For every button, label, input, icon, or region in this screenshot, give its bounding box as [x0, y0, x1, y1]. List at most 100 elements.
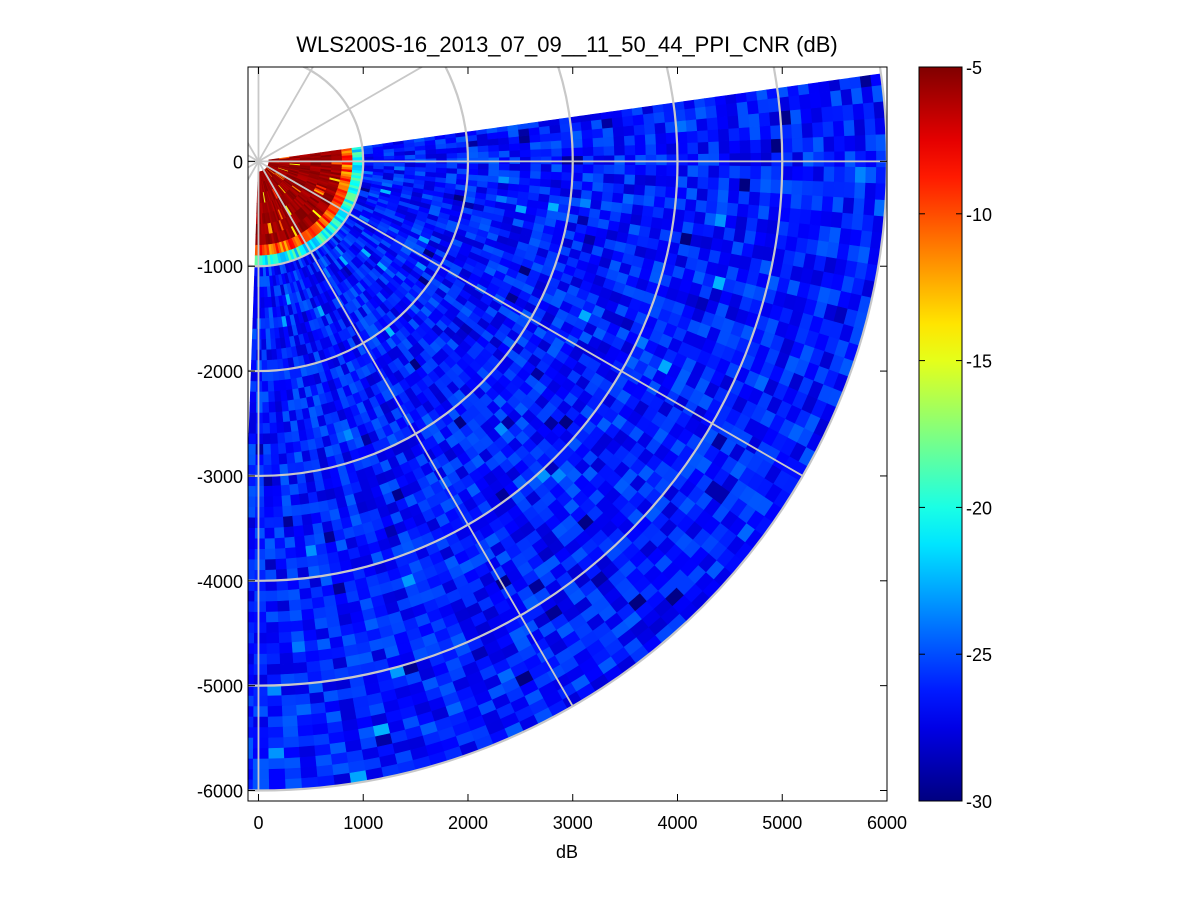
heatmap-cell: [807, 82, 821, 94]
heatmap-cell: [304, 534, 317, 547]
y-tick-label: -6000: [197, 782, 243, 802]
heatmap-cell: [255, 444, 264, 456]
heatmap-cell: [746, 99, 760, 115]
heatmap-cell: [318, 648, 334, 662]
heatmap-cell: [252, 769, 270, 781]
colorbar-tick-label: -25: [966, 645, 992, 665]
heatmap-cell: [316, 638, 332, 651]
heatmap-cell: [561, 155, 574, 165]
heatmap-cell: [634, 174, 647, 186]
heatmap-cell: [509, 163, 521, 171]
heatmap-cell: [561, 147, 573, 157]
heatmap-cell: [539, 185, 551, 195]
heatmap-cell: [802, 165, 814, 182]
heatmap-cell: [267, 674, 282, 686]
heatmap-cell: [248, 737, 254, 749]
heatmap-cell: [757, 204, 771, 220]
heatmap-cell: [876, 150, 887, 168]
heatmap-cell: [865, 150, 877, 168]
heatmap-cell: [248, 769, 254, 781]
heatmap-cell: [404, 166, 416, 172]
heatmap-cell: [436, 162, 448, 169]
heatmap-cell: [288, 588, 301, 602]
heatmap-cell: [561, 171, 573, 181]
heatmap-cell: [717, 128, 730, 142]
heatmap-cell: [854, 181, 866, 199]
heatmap-cell: [852, 197, 866, 215]
heatmap-cell: [791, 137, 804, 153]
heatmap-cell: [276, 421, 285, 434]
heatmap-cell: [798, 93, 812, 110]
y-tick-label: 0: [233, 152, 243, 172]
heatmap-cell: [590, 118, 603, 130]
heatmap-cell: [801, 180, 814, 196]
heatmap-cell: [316, 553, 330, 567]
heatmap-cell: [632, 193, 645, 206]
heatmap-cell: [262, 433, 272, 445]
heatmap-cell: [612, 125, 625, 137]
heatmap-cell: [296, 714, 314, 727]
heatmap-cell: [253, 297, 258, 309]
heatmap-cell: [728, 177, 741, 192]
heatmap-cell: [850, 86, 864, 105]
heatmap-cell: [270, 433, 279, 445]
heatmap-cell: [591, 190, 604, 201]
heatmap-cell: [715, 103, 729, 118]
heatmap-cell: [611, 116, 624, 128]
heatmap-cell: [316, 764, 335, 778]
heatmap-cell: [306, 660, 322, 674]
heatmap-cell: [507, 182, 520, 192]
heatmap-cell: [551, 163, 563, 173]
heatmap-cell: [603, 173, 615, 184]
heatmap-cell: [770, 138, 783, 153]
heatmap-cell: [283, 515, 294, 528]
heatmap-cell: [851, 213, 865, 231]
heatmap-cell: [707, 176, 720, 190]
heatmap-cell: [739, 177, 751, 192]
heatmap-cell: [792, 151, 804, 167]
heatmap-cell: [265, 590, 278, 603]
heatmap-cell: [457, 162, 469, 170]
heatmap-cell: [624, 164, 636, 175]
heatmap-cell: [727, 114, 740, 129]
heatmap-cell: [253, 664, 268, 676]
heatmap-cell: [788, 94, 802, 111]
heatmap-cell: [285, 557, 298, 570]
heatmap-cell: [262, 412, 271, 424]
heatmap-cell: [467, 151, 479, 159]
heatmap-cell: [623, 124, 635, 137]
heatmap-cell: [849, 76, 862, 89]
heatmap-cell: [315, 627, 331, 641]
heatmap-cell: [264, 548, 277, 561]
heatmap-cell: [262, 391, 270, 403]
heatmap-cell: [248, 527, 256, 540]
heatmap-cell: [863, 198, 876, 216]
heatmap-cell: [252, 307, 258, 319]
heatmap-cell: [262, 422, 271, 435]
heatmap-cell: [599, 209, 612, 221]
heatmap-cell: [739, 165, 752, 179]
heatmap-cell: [759, 125, 772, 140]
heatmap-cell: [254, 538, 266, 550]
heatmap-cell: [864, 117, 877, 136]
heatmap-cell: [446, 167, 458, 174]
heatmap-cell: [280, 484, 291, 497]
heatmap-cell: [266, 611, 279, 623]
heatmap-cell: [254, 265, 258, 278]
heatmap-cell: [488, 163, 500, 171]
heatmap-cell: [749, 178, 762, 193]
heatmap-cell: [821, 195, 834, 212]
heatmap-cell: [519, 170, 531, 179]
heatmap-cell: [497, 182, 510, 191]
heatmap-cell: [738, 190, 751, 205]
heatmap-cell: [818, 80, 831, 93]
heatmap-cell: [561, 163, 574, 173]
x-tick-label: 5000: [762, 813, 802, 833]
heatmap-cell: [828, 79, 842, 92]
heatmap-cell: [302, 524, 315, 537]
heatmap-cell: [735, 92, 748, 103]
heatmap-cell: [641, 204, 655, 218]
heatmap-cell: [538, 193, 551, 203]
heatmap-cell: [527, 121, 540, 129]
